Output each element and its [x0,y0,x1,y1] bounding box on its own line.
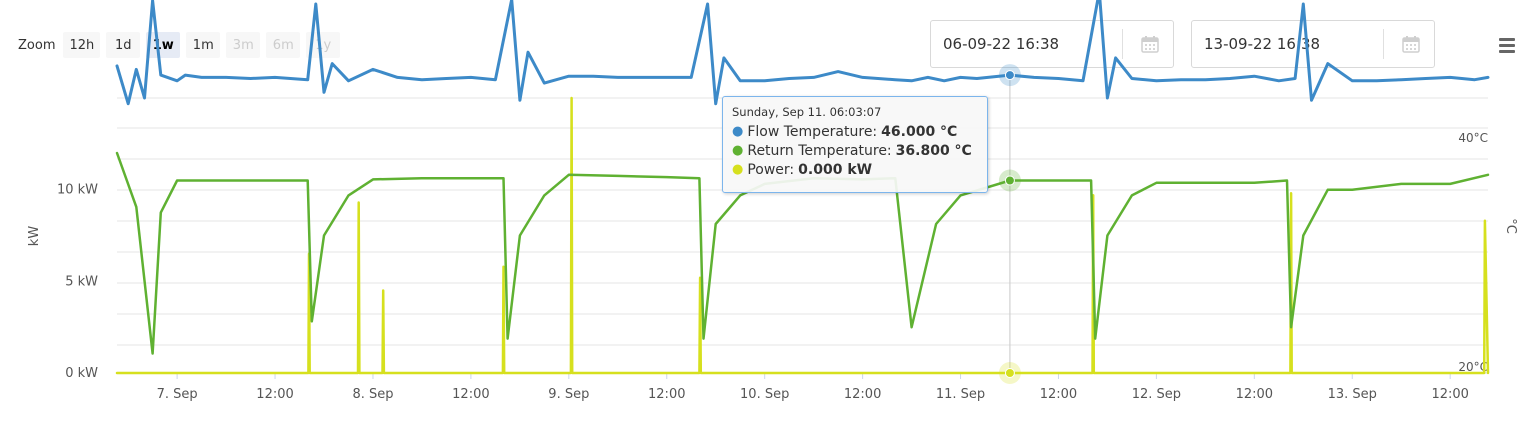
range-to-field [1191,20,1435,68]
flow-temperature-series-line [115,0,1490,106]
series-dot-icon: ● [732,162,744,177]
x-tick-label: 12:00 [1236,387,1273,402]
tooltip-value: 36.800 °C [895,142,972,159]
divider [1383,29,1384,59]
calendar-icon[interactable] [1402,35,1420,53]
x-tick-label: 7. Sep [157,387,198,402]
zoom-6m-button[interactable]: 6m [266,32,301,58]
x-tick-label: 11. Sep [936,387,985,402]
tooltip-row-return: ● Return Temperature: 36.800 °C [732,141,978,160]
y-right-tick-label: 20°C [1458,360,1488,374]
tooltip: Sunday, Sep 11. 06:03:07 ● Flow Temperat… [722,96,988,193]
return-temperature-series-line [115,151,1490,355]
tooltip-label: Return Temperature: [747,142,892,159]
tooltip-row-flow: ● Flow Temperature: 46.000 °C [732,122,978,141]
range-from-input[interactable] [931,34,1135,54]
x-tick-label: 12:00 [1431,387,1468,402]
zoom-1m-button[interactable]: 1m [186,32,221,58]
tooltip-header: Sunday, Sep 11. 06:03:07 [732,105,882,119]
y-left-tick-label: 5 kW [65,274,98,289]
x-tick-label: 13. Sep [1328,387,1377,402]
series-dot-icon: ● [732,143,744,158]
zoom-1d-button[interactable]: 1d [106,32,141,58]
tooltip-label: Power: [747,161,795,178]
y-left-tick-label: 10 kW [57,183,98,198]
tooltip-value: 46.000 °C [881,123,958,140]
calendar-icon[interactable] [1141,35,1159,53]
x-tick-label: 12:00 [1040,387,1077,402]
flow-hover-marker [1004,70,1015,81]
range-to-input[interactable] [1192,34,1396,54]
x-tick-label: 12:00 [844,387,881,402]
tooltip-row-power: ● Power: 0.000 kW [732,160,978,179]
zoom-12h-button[interactable]: 12h [63,32,101,58]
x-tick-label: 9. Sep [548,387,589,402]
range-from-field [930,20,1174,68]
divider [1122,29,1123,59]
x-tick-label: 8. Sep [352,387,393,402]
y-left-axis-title: kW [27,226,42,247]
x-tick-label: 12:00 [256,387,293,402]
y-left-tick-label: 0 kW [65,366,98,381]
x-tick-label: 12:00 [452,387,489,402]
x-tick-label: 12. Sep [1132,387,1181,402]
zoom-3m-button[interactable]: 3m [226,32,261,58]
power-hover-marker [1004,368,1015,378]
series-dot-icon: ● [732,124,744,139]
y-right-tick-label: 40°C [1458,131,1488,145]
tooltip-label: Flow Temperature: [747,123,878,140]
tooltip-value: 0.000 kW [798,161,873,178]
x-tick-label: 12:00 [648,387,685,402]
y-right-axis-title: °C [1503,218,1518,234]
x-tick-label: 10. Sep [740,387,789,402]
zoom-1w-button[interactable]: 1w [146,32,181,58]
hamburger-menu-icon[interactable] [1499,38,1515,56]
return-hover-marker [1004,175,1015,186]
zoom-label: Zoom [18,37,56,53]
